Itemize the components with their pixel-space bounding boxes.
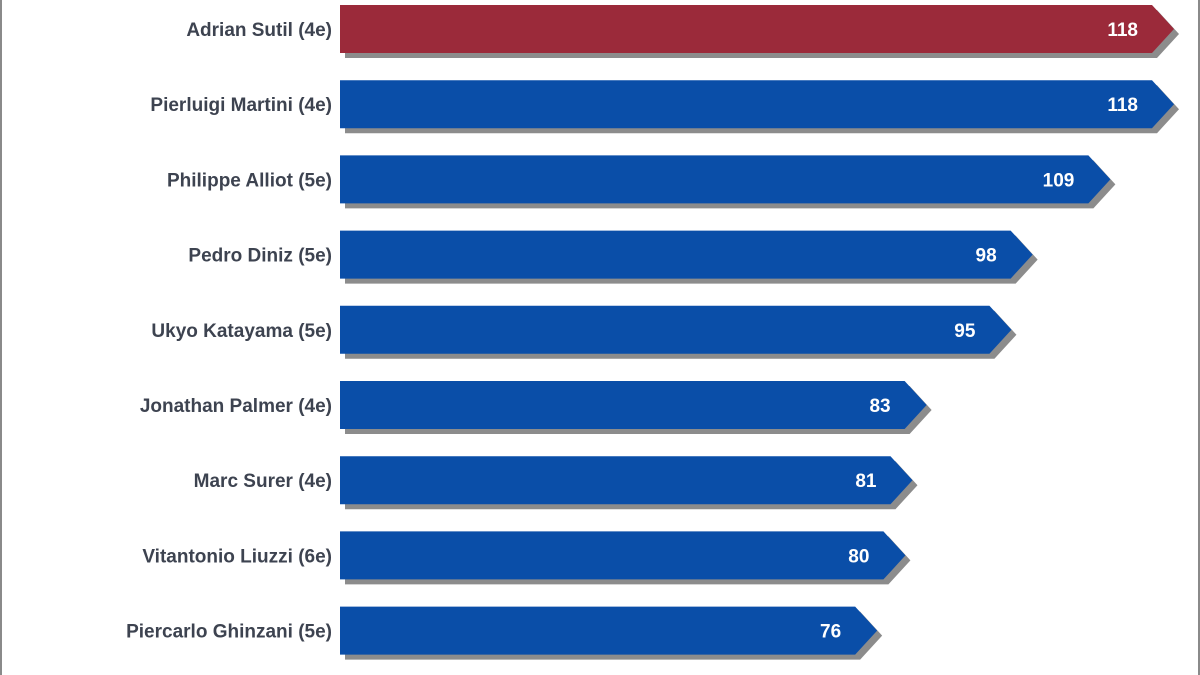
bar [340, 230, 1033, 279]
value-label: 98 [976, 246, 997, 267]
category-label: Adrian Sutil (4e) [186, 20, 332, 41]
bar-row: Adrian Sutil (4e) 118 [186, 5, 1179, 58]
value-label: 80 [848, 546, 869, 567]
bar [340, 456, 913, 505]
bar-row: Philippe Alliot (5e) 109 [167, 155, 1116, 209]
value-label: 95 [954, 321, 976, 342]
bar [340, 5, 1174, 53]
bar-row: Pedro Diniz (5e) 98 [188, 230, 1038, 284]
value-label: 118 [1107, 20, 1138, 41]
category-label: Vitantonio Liuzzi (6e) [142, 546, 332, 567]
bar-row: Pierluigi Martini (4e) 118 [150, 80, 1179, 134]
category-label: Piercarlo Ghinzani (5e) [126, 622, 332, 643]
value-label: 109 [1043, 170, 1075, 191]
value-label: 118 [1107, 95, 1138, 116]
category-label: Pedro Diniz (5e) [188, 246, 332, 267]
value-label: 81 [855, 471, 877, 492]
category-label: Philippe Alliot (5e) [167, 170, 332, 191]
bar [340, 305, 1012, 354]
value-label: 76 [820, 622, 841, 643]
bar [340, 381, 927, 429]
bar-row: Piercarlo Ghinzani (5e) 76 [126, 606, 883, 660]
bar [340, 606, 878, 655]
bar-row: Ukyo Katayama (5e) 95 [151, 305, 1017, 359]
category-label: Marc Surer (4e) [194, 471, 332, 492]
bar [340, 80, 1174, 129]
bar-row: Jonathan Palmer (4e) 83 [140, 381, 932, 434]
bar [340, 531, 906, 580]
category-label: Pierluigi Martini (4e) [150, 95, 332, 116]
category-label: Jonathan Palmer (4e) [140, 396, 332, 417]
bar-row: Vitantonio Liuzzi (6e) 80 [142, 531, 911, 585]
value-label: 83 [869, 396, 890, 417]
bar [340, 155, 1111, 204]
bar-row: Marc Surer (4e) 81 [194, 456, 918, 510]
category-label: Ukyo Katayama (5e) [151, 321, 332, 342]
